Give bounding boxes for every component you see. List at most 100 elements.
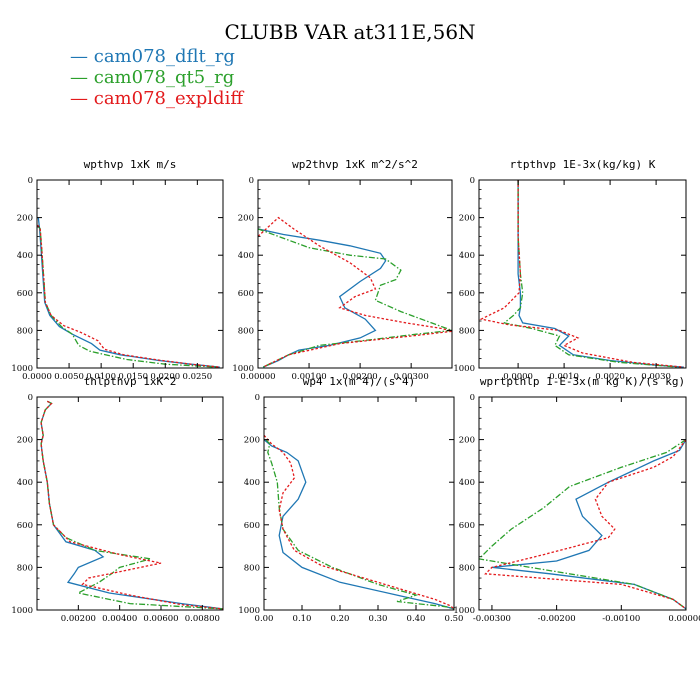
x-tick-label: 0.00200	[61, 614, 96, 624]
legend-entry-dflt: — cam078_dflt_rg	[70, 46, 235, 67]
panel-title: wpthvp 1xK m/s	[84, 158, 177, 171]
x-tick-label: 0.00200	[343, 372, 378, 382]
y-tick-label: 800	[17, 326, 33, 336]
legend: — cam078_dflt_rg — cam078_qt5_rg — cam07…	[70, 46, 243, 109]
panel-4: thlpthvp 1xK^2 0 200 400 600 800 1000 0.00200 0.…	[11, 375, 224, 624]
series-line-1	[491, 439, 686, 610]
legend-entry-expldiff: — cam078_expldiff	[70, 88, 244, 109]
y-tick-label: 400	[244, 478, 260, 488]
panel-6: wprtpthlp 1-E-3x(m kg K)/(s kg) 0 200 400 60…	[453, 375, 700, 624]
series-line-3	[40, 400, 223, 610]
x-tick-label: 0.0200	[150, 372, 180, 382]
y-tick-label: 1000	[11, 606, 33, 616]
y-tick-label: 600	[17, 289, 33, 299]
x-tick-label: 0.0010	[549, 372, 579, 382]
x-tick-label: 0.20	[331, 614, 350, 624]
y-tick-label: 800	[17, 563, 33, 573]
x-tick-label: 0.50	[445, 614, 464, 624]
x-tick-label: 0.40	[407, 614, 426, 624]
legend-entry-qt5: — cam078_qt5_rg	[70, 67, 235, 88]
series-line-3	[37, 224, 220, 368]
legend-label: cam078_dflt_rg	[93, 46, 235, 67]
y-tick-label: 200	[244, 436, 260, 446]
x-tick-label: 0.0100	[86, 372, 116, 382]
series-line-2	[37, 224, 218, 368]
y-tick-label: 200	[459, 214, 475, 224]
y-tick-label: 1000	[238, 606, 260, 616]
plot-frame	[36, 396, 224, 611]
y-tick-label: 800	[244, 563, 260, 573]
x-tick-label: 0.0020	[595, 372, 625, 382]
x-tick-label: 0.00300	[394, 372, 429, 382]
series-line-1	[40, 400, 223, 610]
x-tick-label: 0.0250	[182, 372, 212, 382]
y-tick-label: 1000	[11, 364, 33, 374]
panel-title: wprtpthlp 1-E-3x(m kg K)/(s kg)	[480, 375, 685, 388]
series-line-2	[265, 439, 454, 610]
panel-title: rtpthvp 1E-3x(kg/kg) K	[510, 158, 656, 171]
x-tick-label: 0.00600	[143, 614, 178, 624]
y-tick-label: 800	[459, 563, 475, 573]
plot-frame	[478, 179, 687, 369]
y-tick-label: 200	[238, 214, 254, 224]
series-line-3	[479, 180, 684, 368]
panel-title: wp2thvp 1xK m^2/s^2	[292, 158, 418, 171]
x-tick-label: 0.00000	[668, 614, 700, 624]
series-line-2	[479, 439, 686, 610]
x-tick-label: 0.0000	[503, 372, 533, 382]
panel-2: wp2thvp 1xK m^2/s^2 0 200 400 600 800 1000 0.00…	[232, 158, 453, 382]
x-tick-label: 0.0150	[118, 372, 148, 382]
plot-frame	[36, 179, 224, 369]
series-line-1	[258, 228, 387, 368]
panel-3: rtpthvp 1E-3x(kg/kg) K 0 200 400 600 800 1000 0…	[453, 158, 687, 382]
x-tick-label: 0.10	[293, 614, 312, 624]
x-tick-label: -0.00200	[538, 614, 576, 624]
x-tick-label: 0.0000	[22, 372, 52, 382]
y-tick-label: 200	[17, 436, 33, 446]
x-tick-label: 0.30	[369, 614, 388, 624]
panel-title: thlpthvp 1xK^2	[84, 375, 177, 388]
series-line-3	[484, 439, 686, 610]
y-tick-label: 400	[17, 478, 33, 488]
y-tick-label: 400	[238, 251, 254, 261]
series-line-1	[37, 217, 220, 368]
series-line-2	[258, 228, 452, 368]
y-tick-label: 800	[238, 326, 254, 336]
x-tick-label: 0.00100	[291, 372, 326, 382]
y-tick-label: 1000	[453, 364, 475, 374]
y-tick-label: 200	[459, 436, 475, 446]
y-tick-label: 600	[244, 521, 260, 531]
y-tick-label: 0	[470, 393, 475, 403]
y-tick-label: 400	[459, 478, 475, 488]
y-tick-label: 800	[459, 326, 475, 336]
x-tick-label: 0.0030	[641, 372, 671, 382]
y-tick-label: 0	[249, 176, 254, 186]
x-tick-label: 0.00400	[102, 614, 137, 624]
y-tick-label: 400	[17, 251, 33, 261]
x-tick-label: 0.00800	[185, 614, 220, 624]
y-tick-label: 600	[459, 521, 475, 531]
y-tick-label: 400	[459, 251, 475, 261]
y-tick-label: 600	[238, 289, 254, 299]
series-line-1	[264, 439, 454, 610]
y-tick-label: 600	[17, 521, 33, 531]
y-tick-label: 1000	[232, 364, 254, 374]
plot-frame	[263, 396, 455, 611]
x-tick-label: -0.00300	[473, 614, 511, 624]
x-tick-label: 0.00	[255, 614, 274, 624]
y-tick-label: 0	[255, 393, 260, 403]
x-tick-label: -0.00100	[602, 614, 640, 624]
y-tick-label: 0	[28, 176, 33, 186]
y-tick-label: 600	[459, 289, 475, 299]
panel-title: wp4 1x(m^4)/(s^4)	[303, 375, 416, 388]
series-line-2	[502, 180, 680, 368]
y-tick-label: 200	[17, 214, 33, 224]
series-line-1	[517, 180, 684, 368]
legend-label: cam078_expldiff	[93, 88, 244, 109]
series-line-3	[258, 216, 452, 368]
y-tick-label: 0	[470, 176, 475, 186]
series-line-3	[264, 434, 454, 610]
